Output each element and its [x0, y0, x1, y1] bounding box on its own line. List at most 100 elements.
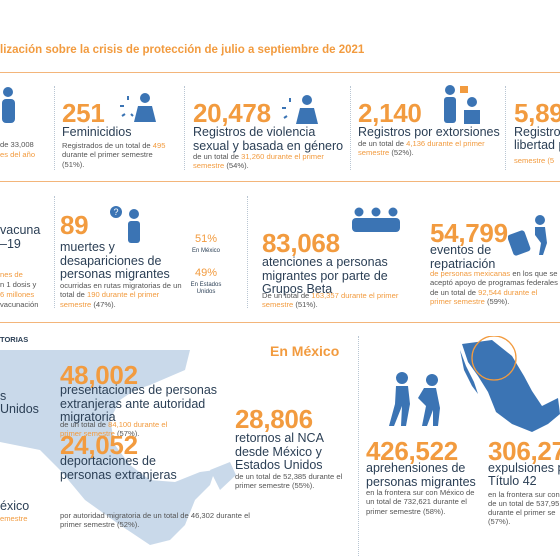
- violence-icon: [282, 95, 318, 124]
- note-text: de un total de: [60, 420, 109, 429]
- note-highlight: 163,357 durante el primer semestre: [262, 291, 399, 310]
- note-text: (59%).: [484, 296, 510, 306]
- left-line: éxico: [0, 499, 30, 513]
- stat-note: en la frontera sur con: [488, 490, 560, 499]
- apprehension-icon: [389, 372, 440, 426]
- stat-title: muertes y desapariciones de personas mig…: [60, 240, 170, 281]
- stat-note: por autoridad migratoria de un total de …: [60, 511, 250, 530]
- stat-note: Registrados de un total de 495 durante e…: [62, 141, 177, 169]
- stat-number: 306,27: [488, 436, 560, 466]
- stat-note: ocurridas en rutas migratorias de un tot…: [60, 281, 185, 309]
- note-text: ocurridas en rutas migratorias de un tot…: [60, 281, 182, 300]
- left-line: Unidos: [0, 402, 39, 416]
- note-text: (51%).: [293, 300, 318, 310]
- split-percent: 51%: [194, 233, 218, 245]
- stat-number: 83,068: [262, 228, 340, 258]
- section-heading: En México: [270, 343, 340, 359]
- note-text: (47%).: [91, 299, 116, 309]
- note-highlight: 495: [152, 141, 166, 150]
- divider: [54, 196, 55, 308]
- stat-note: de personas mexicanas en los que se acep…: [430, 269, 558, 306]
- note-highlight: de personas mexicanas: [430, 269, 511, 278]
- divider: [358, 336, 359, 556]
- note-highlight: 31,260 durante el primer semestre: [193, 152, 324, 171]
- femicide-icon: [120, 93, 156, 122]
- divider: [184, 86, 185, 170]
- note-text: durante el primer semestre (51%).: [62, 150, 153, 169]
- stat-title: deportaciones de personas extranjeras: [60, 454, 177, 482]
- note-text: (57%).: [114, 429, 140, 439]
- stat-title: Título 42: [488, 474, 537, 488]
- divider: [0, 322, 560, 323]
- left-line: emestre: [0, 514, 28, 523]
- note-highlight: 190 durante el primer semestre: [60, 290, 160, 309]
- mexico-map: [460, 336, 560, 432]
- divider: [0, 72, 560, 73]
- stat-number: 89: [60, 210, 89, 240]
- left-line: s: [0, 389, 7, 403]
- divider: [54, 86, 55, 170]
- svg-text:?: ?: [113, 207, 118, 217]
- stat-title: –19: [0, 237, 21, 251]
- left-line: es del año: [0, 150, 36, 159]
- stat-title: Feminicidios: [62, 125, 132, 139]
- stat-note: durante el primer se: [488, 508, 556, 517]
- left-line: n 1 dosis y: [0, 280, 37, 289]
- stat-number: 54,799: [430, 218, 508, 248]
- split-label: En Estados Unidos: [190, 282, 222, 295]
- split-percent: 49%: [194, 267, 218, 279]
- stat-title: vacuna: [0, 223, 41, 237]
- divider: [247, 196, 248, 308]
- divider: [505, 86, 506, 170]
- note-text: (54%).: [224, 161, 249, 171]
- stat-title: retornos al NCA desde México y Estados U…: [235, 431, 324, 472]
- stat-number: 48,002: [60, 360, 138, 390]
- repatriation-icon: [508, 215, 547, 256]
- stat-note: De un total de 163,357 durante el primer…: [262, 291, 412, 310]
- stat-number: 251: [62, 98, 105, 128]
- stat-number: 20,478: [193, 98, 271, 128]
- left-line: nes de: [0, 270, 23, 279]
- stat-title: aprehensiones de personas migrantes: [366, 461, 476, 489]
- divider: [0, 181, 560, 182]
- stat-note: de un total de 52,385 durante el primer …: [235, 472, 343, 491]
- note-text: (52%).: [389, 148, 414, 158]
- note-highlight: 84,100 durante el primer semestre: [60, 420, 168, 439]
- stat-note: de un total de 4,136 durante el primer s…: [358, 139, 488, 158]
- stat-note: de un total de 84,100 durante el primer …: [60, 420, 180, 439]
- stat-title: atenciones a personas migrantes por part…: [262, 255, 388, 296]
- left-line: 6 millones: [0, 290, 35, 299]
- stat-title: Registros por extorsiones: [358, 125, 500, 139]
- left-line: vacunación: [0, 300, 39, 309]
- stat-title: presentaciones de personas extranjeras a…: [60, 383, 218, 424]
- stat-number: 5,89: [514, 98, 560, 128]
- stat-note: semestre (5: [514, 156, 555, 165]
- group-icon: [352, 207, 400, 232]
- note-text: De un total de: [262, 291, 312, 300]
- section-label: TORIAS: [0, 335, 29, 344]
- left-line: de 33,008: [0, 140, 34, 149]
- person-icon: [2, 87, 15, 123]
- divider: [350, 86, 351, 170]
- stat-note: de un total de 31,260 durante el primer …: [193, 152, 343, 171]
- split-label: En México: [191, 248, 220, 254]
- note-text: de un total de: [193, 152, 242, 161]
- note-text: Registrados de un total de: [62, 141, 153, 150]
- map-shape: [0, 350, 236, 545]
- stat-title: Registros: [514, 125, 560, 139]
- missing-icon: ?: [110, 206, 140, 243]
- stat-title: Registros de violencia sexual y basada e…: [193, 125, 344, 153]
- stat-number: 426,522: [366, 436, 458, 466]
- note-highlight: 92,544 durante el primer semestre: [430, 287, 538, 306]
- stat-number: 24,052: [60, 430, 138, 460]
- extortion-icon: [444, 85, 480, 124]
- stat-note: (57%).: [488, 517, 511, 526]
- note-text: en los que se aceptó apoyo de programas …: [430, 269, 558, 297]
- header-title: lización sobre la crisis de protección d…: [0, 44, 365, 56]
- stat-number: 2,140: [358, 98, 422, 128]
- stat-number: 28,806: [235, 404, 313, 434]
- stat-title: expulsiones p: [488, 461, 560, 475]
- stat-title: eventos de repatriación: [430, 243, 496, 271]
- note-highlight: 4,136 durante el primer semestre: [358, 139, 485, 158]
